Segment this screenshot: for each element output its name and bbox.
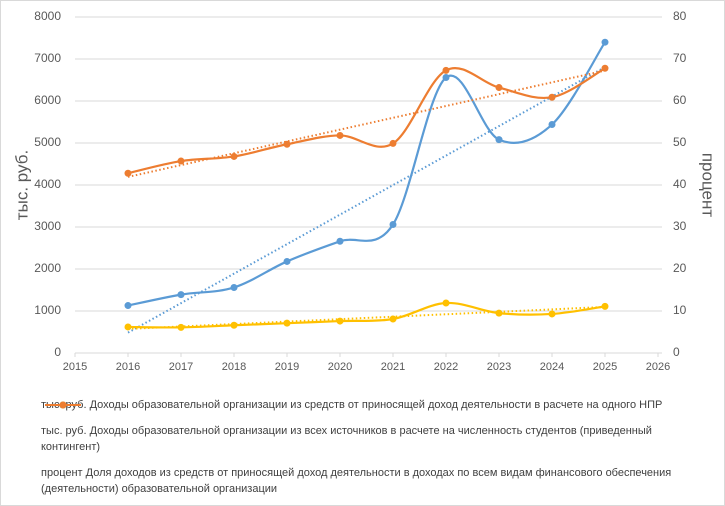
legend-item: тыс. руб. Доходы образовательной организ…: [41, 401, 701, 455]
x-tick-label: 2024: [540, 361, 564, 373]
y-tick-label: 2000: [34, 261, 61, 275]
data-point: [230, 321, 238, 329]
data-point: [124, 169, 132, 177]
y-tick-label: 5000: [34, 135, 61, 149]
trendline: [127, 66, 606, 334]
y-tick-label: 6000: [34, 93, 61, 107]
data-point: [389, 315, 397, 323]
x-tick-label: 2016: [116, 361, 140, 373]
y2-tick-label: 10: [673, 303, 687, 317]
x-tick-label: 2021: [381, 361, 405, 373]
data-point: [548, 121, 556, 129]
legend-item: тыс. руб. Доходы образовательной организ…: [41, 397, 701, 413]
y2-tick-label: 50: [673, 135, 687, 149]
legend-label: тыс. руб. Доходы образовательной организ…: [41, 399, 663, 411]
x-tick-label: 2018: [222, 361, 246, 373]
data-point: [442, 299, 450, 307]
x-tick-label: 2022: [434, 361, 458, 373]
data-point: [601, 302, 609, 310]
data-point: [442, 66, 450, 74]
legend: тыс. руб. Доходы образовательной организ…: [41, 397, 701, 505]
x-tick-label: 2020: [328, 361, 352, 373]
x-tick-label: 2025: [593, 361, 617, 373]
data-point: [177, 323, 185, 331]
data-point: [601, 64, 609, 72]
plot: тыс. руб. процент 0 1000 2000 3000 4000 5000 6…: [12, 9, 718, 373]
legend-key: [45, 401, 81, 409]
y2-tick-label: 70: [673, 51, 687, 65]
data-point: [124, 323, 132, 331]
data-point: [230, 283, 238, 291]
y-tick-label: 0: [54, 345, 61, 359]
data-point: [124, 302, 132, 310]
series-line: [127, 301, 606, 329]
data-point: [336, 131, 344, 139]
y-tick-label: 8000: [34, 9, 61, 23]
legend-marker: [59, 401, 67, 409]
data-point: [230, 152, 238, 160]
trendline: [127, 305, 606, 330]
data-point: [548, 310, 556, 318]
legend-label: тыс. руб. Доходы образовательной организ…: [41, 425, 652, 453]
legend-label: процент Доля доходов из средств от прино…: [41, 467, 672, 495]
data-point: [442, 73, 450, 81]
data-point: [495, 309, 503, 317]
data-point: [495, 84, 503, 92]
trendline: [127, 69, 606, 178]
data-point: [495, 136, 503, 144]
data-point: [283, 319, 291, 327]
legend-item: процент Доля доходов из средств от прино…: [41, 401, 701, 497]
y-tick-label: 3000: [34, 219, 61, 233]
y-tick-label: 4000: [34, 177, 61, 191]
data-point: [283, 140, 291, 148]
data-point: [601, 38, 609, 46]
x-tick-label: 2019: [275, 361, 299, 373]
data-point: [336, 317, 344, 325]
y-tick-label: 7000: [34, 51, 61, 65]
x-tick-label: 2023: [487, 361, 511, 373]
y2-tick-label: 0: [673, 345, 680, 359]
y2-tick-label: 40: [673, 177, 687, 191]
data-point: [177, 157, 185, 165]
y-axis-label: тыс. руб.: [12, 150, 31, 220]
data-point: [389, 220, 397, 228]
data-point: [177, 291, 185, 299]
x-tick-label: 2026: [646, 361, 670, 373]
y2-tick-label: 80: [673, 9, 687, 23]
x-tick-label: 2017: [169, 361, 193, 373]
data-point: [336, 237, 344, 245]
y2-axis-label: процент: [699, 153, 718, 218]
y2-tick-label: 60: [673, 93, 687, 107]
y2-tick-label: 30: [673, 219, 687, 233]
y-tick-label: 1000: [34, 303, 61, 317]
y2-tick-label: 20: [673, 261, 687, 275]
data-point: [548, 93, 556, 101]
data-point: [389, 139, 397, 147]
x-tick-label: 2015: [63, 361, 87, 373]
data-point: [283, 257, 291, 265]
series-line: [127, 67, 606, 175]
series-line: [127, 41, 606, 307]
